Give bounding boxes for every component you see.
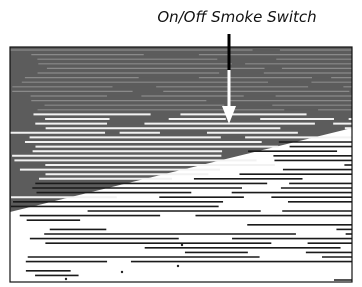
- annotation-label: On/Off Smoke Switch: [157, 8, 316, 26]
- smoke-speck: [121, 271, 123, 273]
- smoke-speck: [177, 265, 179, 267]
- smoke-speck: [181, 244, 183, 246]
- smoke-speck: [65, 278, 67, 280]
- page: On/Off Smoke Switch (() => { const data …: [0, 0, 362, 287]
- figure: On/Off Smoke Switch: [0, 0, 362, 287]
- smoke-photo: [10, 47, 352, 282]
